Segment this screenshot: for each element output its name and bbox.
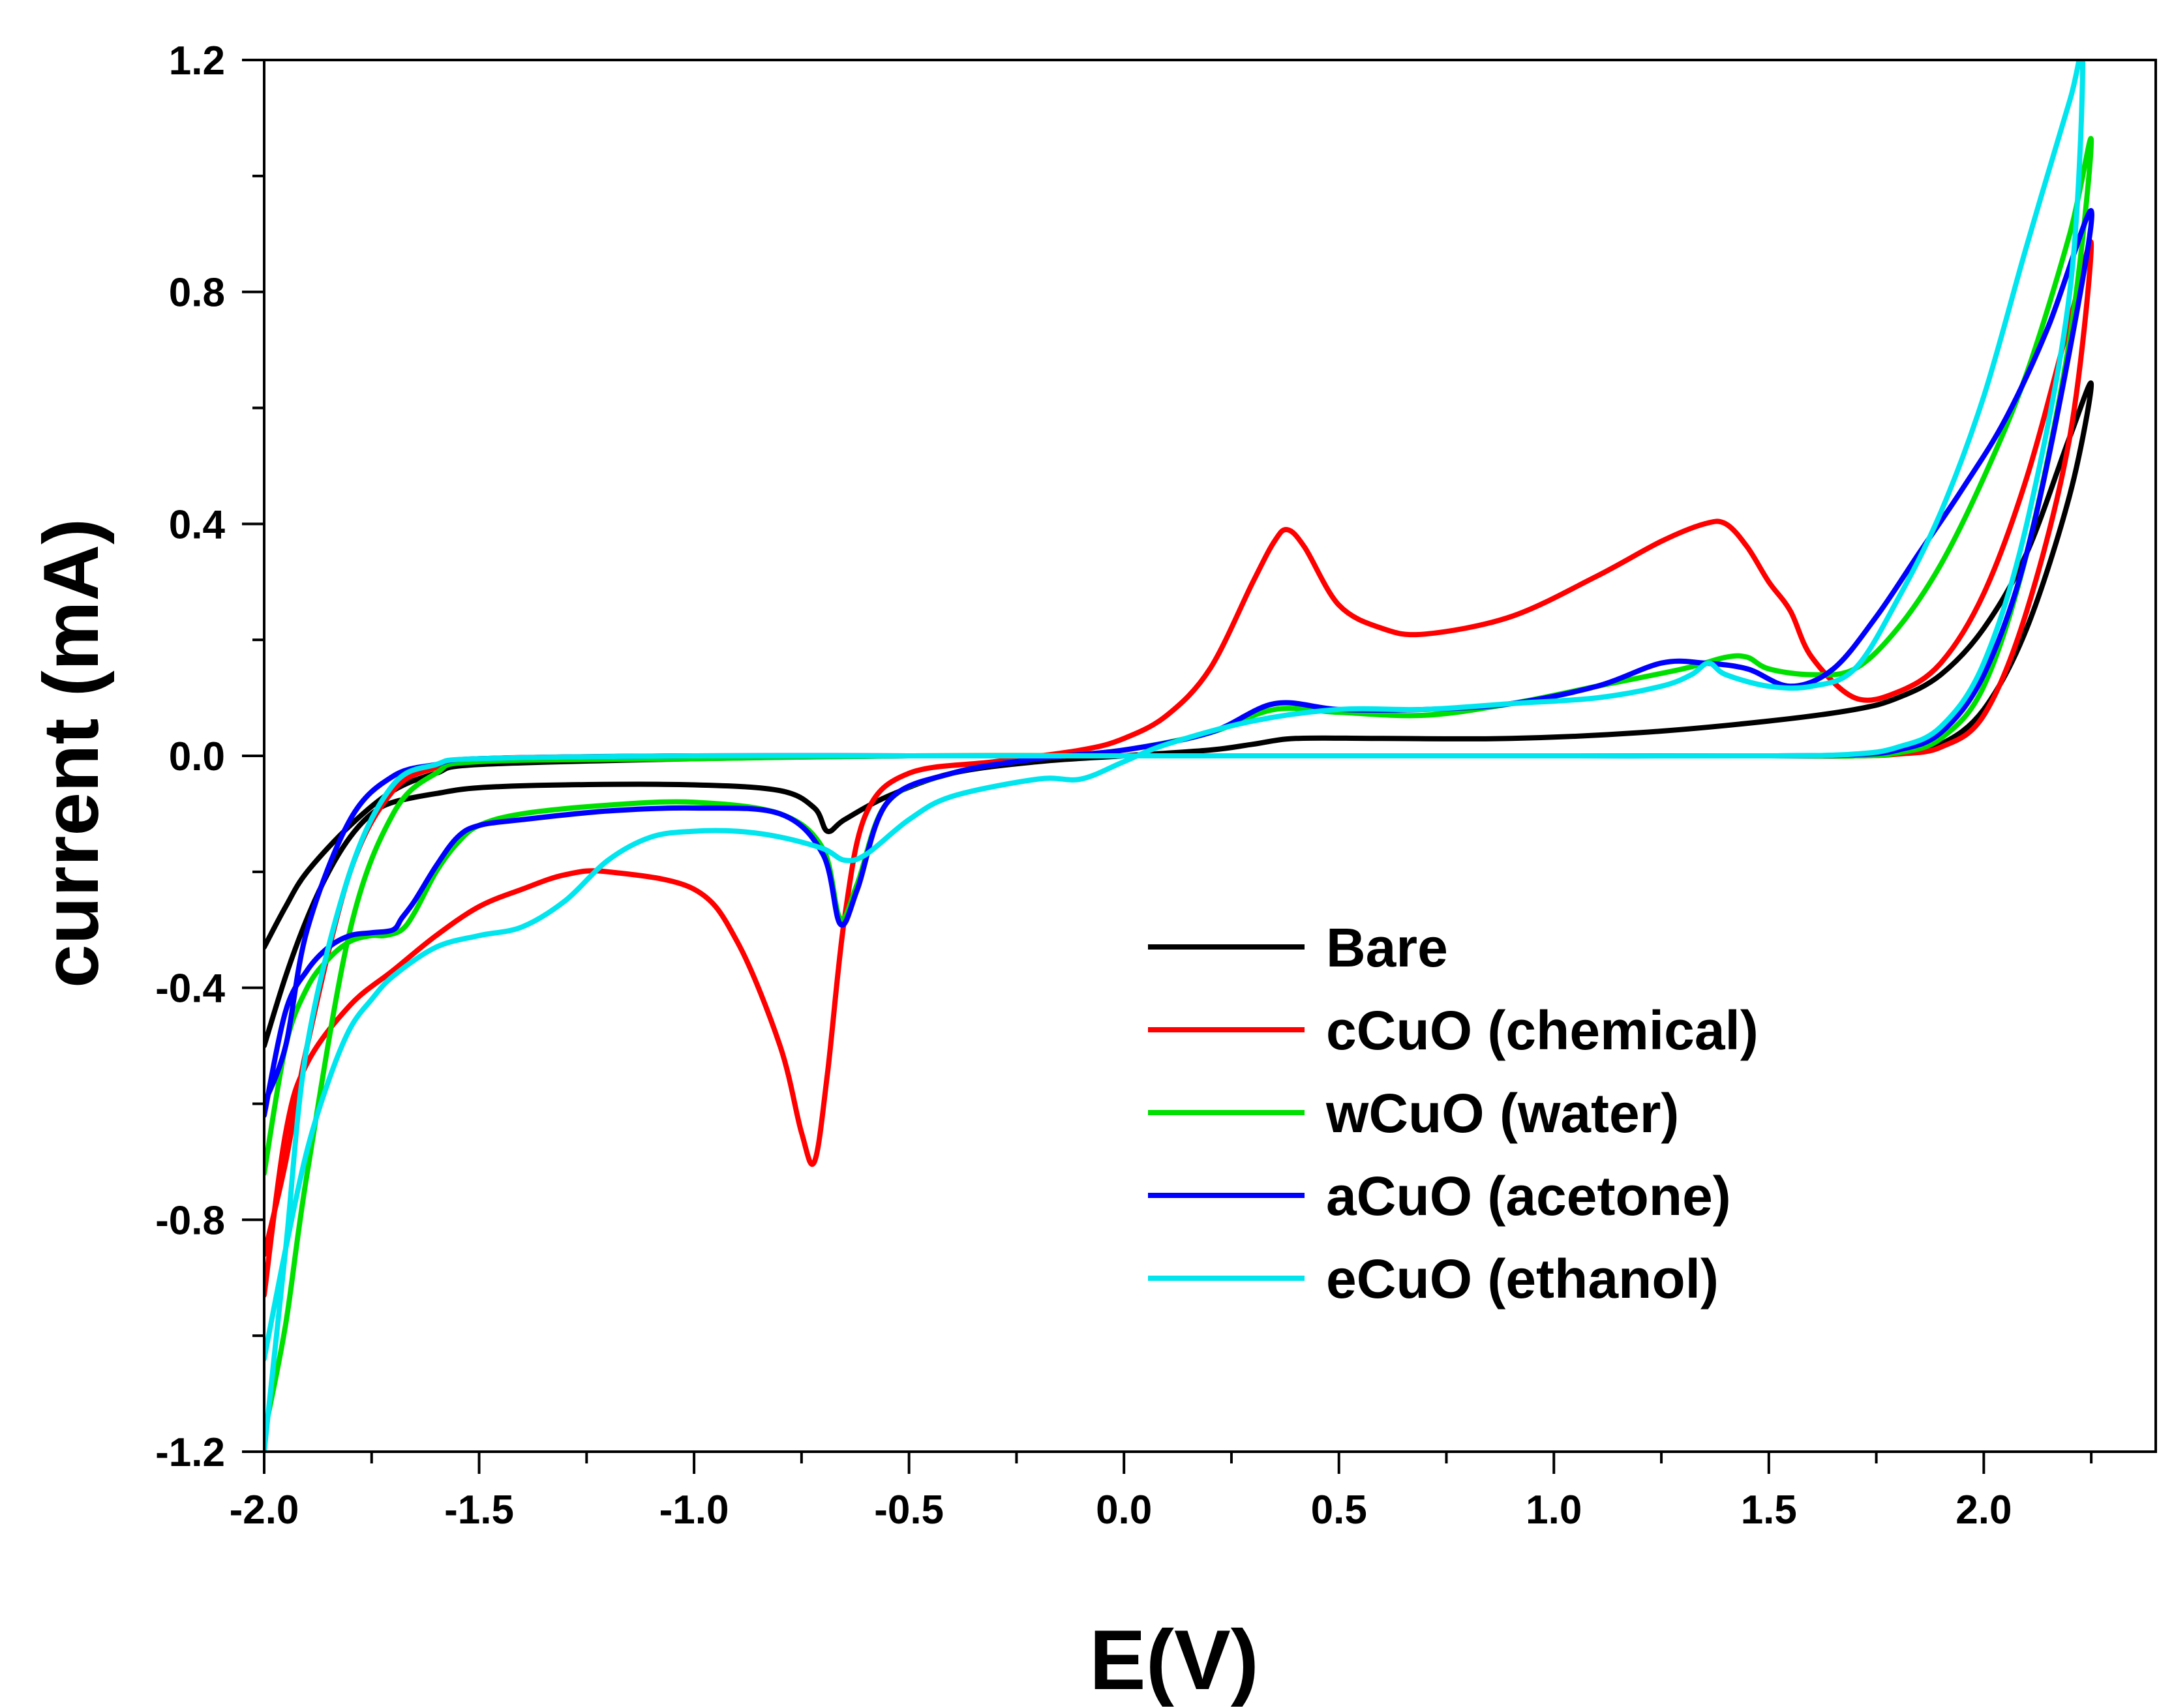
- x-axis-ticks: -2.0 -1.5 -1.0 -0.5 0.0 0.5 1.0 1.5 2.0: [230, 1452, 2093, 1533]
- y-tick-label: 0.4: [169, 502, 226, 547]
- x-tick-label: -2.0: [230, 1488, 299, 1533]
- x-tick-label: -0.5: [874, 1488, 944, 1533]
- series-line-4: [264, 60, 2085, 1452]
- y-tick-label: 1.2: [169, 38, 225, 83]
- x-axis-title: E(V): [1089, 1612, 1259, 1707]
- legend-label-3: aCuO (acetone): [1326, 1165, 1731, 1227]
- legend: Bare cCuO (chemical) wCuO (water) aCuO (ace…: [1148, 917, 1759, 1310]
- y-tick-label: -0.4: [155, 966, 225, 1011]
- y-axis-ticks: -1.2 -0.8 -0.4 0.0 0.4 0.8 1.2: [155, 38, 264, 1475]
- x-tick-label: 2.0: [1955, 1488, 2012, 1533]
- y-tick-label: -1.2: [155, 1430, 225, 1475]
- legend-label-4: eCuO (ethanol): [1326, 1248, 1719, 1310]
- y-tick-label: 0.8: [169, 271, 225, 316]
- x-tick-label: 1.0: [1526, 1488, 1582, 1533]
- x-tick-label: 1.5: [1741, 1488, 1797, 1533]
- x-tick-label: -1.5: [444, 1488, 514, 1533]
- series-line-1: [264, 239, 2094, 1298]
- y-tick-label: -0.8: [155, 1198, 225, 1243]
- legend-label-0: Bare: [1326, 917, 1448, 978]
- x-tick-label: 0.0: [1096, 1488, 1152, 1533]
- legend-label-2: wCuO (water): [1325, 1083, 1679, 1144]
- y-tick-label: 0.0: [169, 734, 225, 779]
- y-axis-title: current (mA): [27, 518, 115, 988]
- x-tick-label: -1.0: [659, 1488, 729, 1533]
- plot-lines: [264, 60, 2094, 1452]
- x-tick-label: 0.5: [1311, 1488, 1367, 1533]
- legend-label-1: cCuO (chemical): [1326, 1000, 1759, 1061]
